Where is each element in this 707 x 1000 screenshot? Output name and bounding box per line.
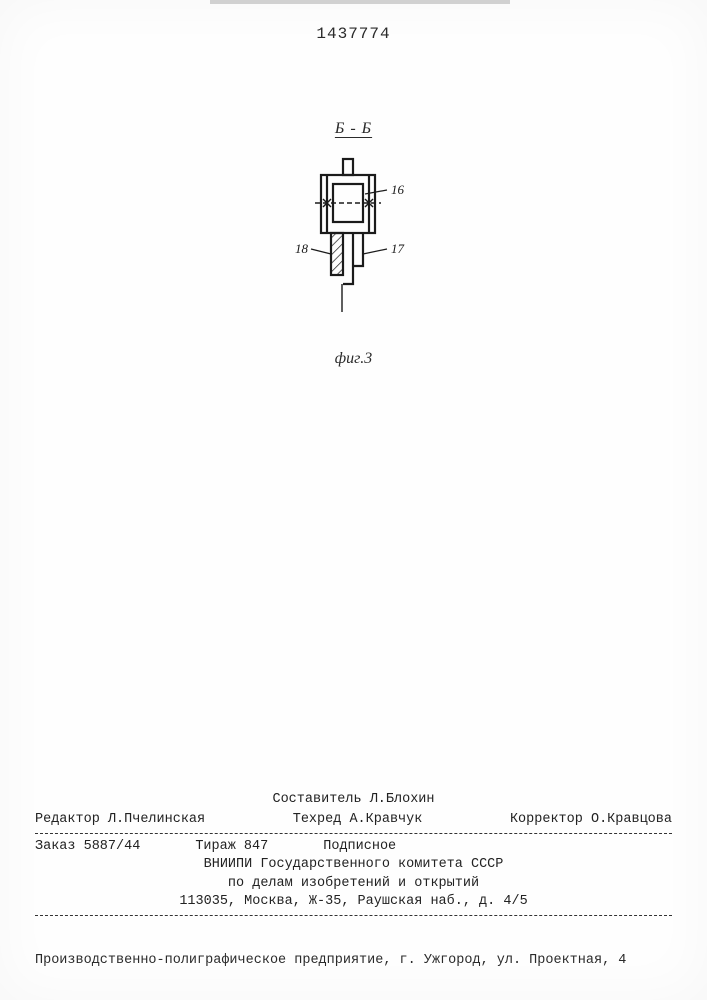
tirazh: Тираж 847 — [195, 838, 268, 856]
editor: Редактор Л.Пчелинская — [35, 811, 205, 829]
order-number: Заказ 5887/44 — [35, 838, 140, 856]
rule-dashed-1 — [35, 833, 672, 834]
callout-17: 17 — [391, 241, 405, 256]
compiler-line: Составитель Л.Блохин — [35, 791, 672, 809]
order-row: Заказ 5887/44 Тираж 847 Подписное — [35, 838, 672, 856]
corrector: Корректор О.Кравцова — [510, 811, 672, 829]
scan-artifact — [210, 0, 510, 4]
figure-svg: 16 17 18 — [279, 154, 429, 344]
figure-caption: фиг.3 — [0, 350, 707, 368]
org-line-1: ВНИИПИ Государственного комитета СССР — [35, 856, 672, 874]
callout-18: 18 — [295, 241, 309, 256]
rule-dashed-2 — [35, 915, 672, 916]
figure-block: Б - Б — [0, 120, 707, 368]
patent-page: 1437774 Б - Б — [0, 0, 707, 1000]
org-address: 113035, Москва, Ж-35, Раушская наб., д. … — [35, 893, 672, 911]
section-label: Б - Б — [335, 120, 372, 138]
callout-16: 16 — [391, 182, 405, 197]
imprint-block: Составитель Л.Блохин Редактор Л.Пчелинск… — [35, 791, 672, 920]
techred: Техред А.Кравчук — [293, 811, 423, 829]
printer-colophon: Производственно-полиграфическое предприя… — [35, 953, 672, 968]
subscription: Подписное — [323, 838, 396, 856]
org-line-2: по делам изобретений и открытий — [35, 875, 672, 893]
credits-row: Редактор Л.Пчелинская Техред А.Кравчук К… — [35, 811, 672, 829]
patent-number: 1437774 — [0, 25, 707, 43]
